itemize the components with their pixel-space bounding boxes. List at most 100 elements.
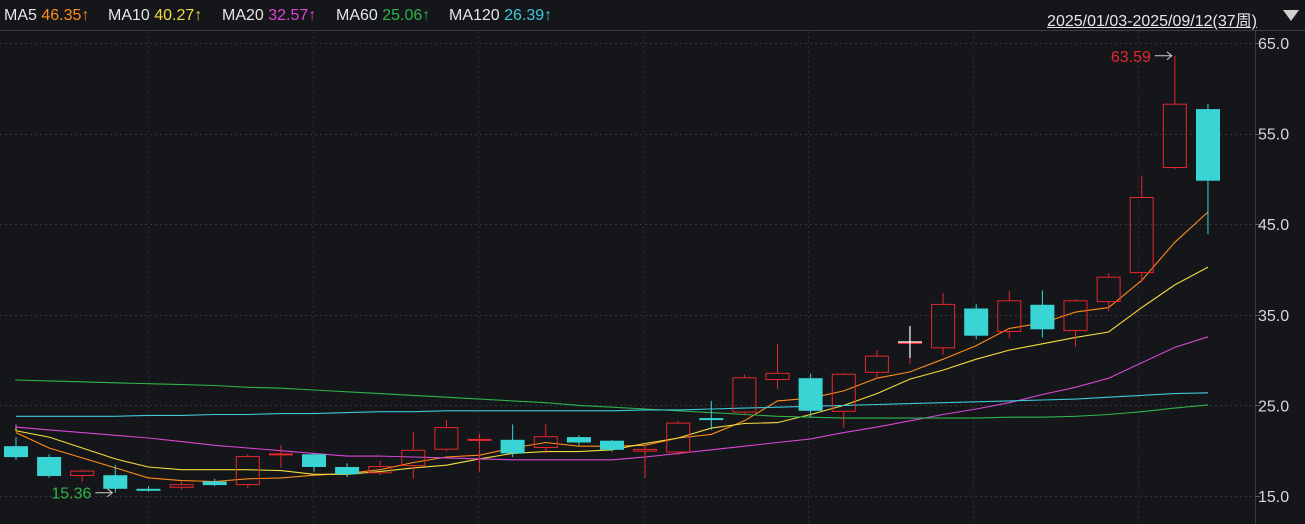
- candle-body: [202, 481, 227, 486]
- ma-line-ma120: [16, 392, 1209, 417]
- candle[interactable]: [533, 424, 558, 454]
- candle-body: [1162, 103, 1187, 168]
- ma-indicator-value: 32.57↑: [268, 7, 317, 24]
- candle-body: [732, 377, 757, 413]
- candle[interactable]: [1196, 103, 1220, 235]
- y-tick-label: 15.0: [1258, 489, 1289, 506]
- candle-body: [831, 373, 856, 412]
- candle[interactable]: [434, 419, 459, 452]
- annotation-arrowhead: [1166, 51, 1173, 61]
- candle-body: [368, 466, 393, 474]
- candle[interactable]: [633, 445, 658, 478]
- ma-indicator-name: MA20: [222, 7, 269, 24]
- indicator-header: MA5 46.35↑ MA10 40.27↑ MA20 32.57↑ MA60 25.…: [0, 0, 1305, 30]
- ma-indicator-value: 26.39↑: [504, 7, 553, 24]
- candle[interactable]: [1162, 55, 1187, 169]
- candle-body: [169, 484, 194, 488]
- candle-body: [964, 308, 989, 336]
- ma-indicator-ma5: MA5 46.35↑: [4, 7, 89, 25]
- ma-indicator-value: 25.06↑: [382, 7, 431, 24]
- candle-body: [931, 303, 956, 349]
- annotations: 63.59 15.36: [51, 49, 1173, 503]
- annotation-label: 63.59: [1111, 49, 1151, 66]
- candle[interactable]: [1129, 176, 1154, 283]
- candle-body: [268, 453, 293, 456]
- candle[interactable]: [467, 433, 492, 472]
- candle-body: [335, 467, 360, 475]
- ma-indicator-name: MA5: [4, 7, 42, 24]
- caret-down-icon[interactable]: [1283, 10, 1299, 21]
- ma-line-ma60: [15, 379, 1209, 419]
- annotation-arrowhead: [107, 488, 114, 498]
- candle-body: [1030, 304, 1055, 330]
- y-axis: 65.0 55.0 45.0 35.0 25.0 15.0: [1255, 36, 1289, 506]
- candle[interactable]: [1096, 273, 1121, 312]
- candle[interactable]: [169, 481, 194, 490]
- y-tick-label: 55.0: [1258, 127, 1289, 144]
- ma-indicator-value: 46.35↑: [41, 7, 90, 24]
- candle-body: [600, 440, 624, 450]
- extreme-value-annotation: 63.59: [1111, 49, 1173, 66]
- candle-body: [666, 422, 691, 453]
- y-tick-label: 45.0: [1258, 217, 1289, 234]
- crosshair-cursor: [897, 325, 922, 358]
- ma-indicator-ma120: MA120 26.39↑: [449, 7, 552, 25]
- candle[interactable]: [600, 439, 624, 452]
- candle[interactable]: [368, 460, 393, 476]
- candle[interactable]: [765, 343, 790, 390]
- candle[interactable]: [70, 469, 95, 482]
- candle[interactable]: [401, 431, 426, 479]
- candle-body: [699, 418, 724, 421]
- candle[interactable]: [964, 303, 989, 340]
- candle[interactable]: [699, 400, 724, 430]
- candle[interactable]: [4, 437, 28, 460]
- date-range-selector[interactable]: 2025/01/03-2025/09/12(37周): [1047, 13, 1257, 30]
- candle[interactable]: [302, 453, 326, 472]
- candle-body: [136, 488, 161, 491]
- candle-body: [235, 456, 260, 486]
- candle[interactable]: [864, 350, 889, 380]
- candle-body: [1129, 197, 1154, 274]
- candle-body: [37, 457, 62, 476]
- ma-indicator-ma10: MA10 40.27↑: [108, 7, 202, 25]
- candle[interactable]: [997, 291, 1022, 339]
- ma-indicator-name: MA60: [336, 7, 383, 24]
- candle[interactable]: [831, 372, 856, 429]
- candle[interactable]: [268, 445, 293, 468]
- ma-indicator-ma60: MA60 25.06↑: [336, 7, 430, 25]
- ma-line-ma10: [15, 266, 1209, 475]
- candle-body: [864, 355, 889, 373]
- candle-body: [467, 438, 492, 441]
- candle-body: [798, 378, 823, 411]
- candle[interactable]: [500, 424, 525, 458]
- y-tick-label: 35.0: [1258, 308, 1289, 325]
- candle[interactable]: [202, 478, 227, 487]
- candle-body: [302, 454, 326, 467]
- candle-body: [1196, 109, 1220, 181]
- candle[interactable]: [566, 435, 591, 446]
- candle-body: [70, 470, 95, 477]
- candle[interactable]: [798, 373, 823, 418]
- ma-indicator-name: MA10: [108, 7, 155, 24]
- candle[interactable]: [1030, 290, 1055, 338]
- candle[interactable]: [136, 486, 161, 492]
- candle[interactable]: [732, 374, 757, 416]
- candle[interactable]: [235, 454, 260, 488]
- extreme-value-annotation: 15.36: [51, 486, 114, 503]
- candle-body: [401, 449, 426, 467]
- y-tick-label: 65.0: [1258, 36, 1289, 53]
- candle-body: [500, 439, 525, 454]
- candle[interactable]: [1063, 299, 1088, 347]
- candle[interactable]: [335, 463, 360, 477]
- candle-body: [633, 448, 658, 452]
- candle-body: [1063, 300, 1088, 332]
- ma-indicator-value: 40.27↑: [154, 7, 203, 24]
- candle[interactable]: [931, 293, 956, 355]
- y-tick-label: 25.0: [1258, 398, 1289, 415]
- candle[interactable]: [666, 420, 691, 456]
- candle[interactable]: [37, 454, 62, 478]
- candle-body: [103, 475, 128, 489]
- ma-indicator-name: MA120: [449, 7, 505, 24]
- candle[interactable]: [103, 465, 128, 493]
